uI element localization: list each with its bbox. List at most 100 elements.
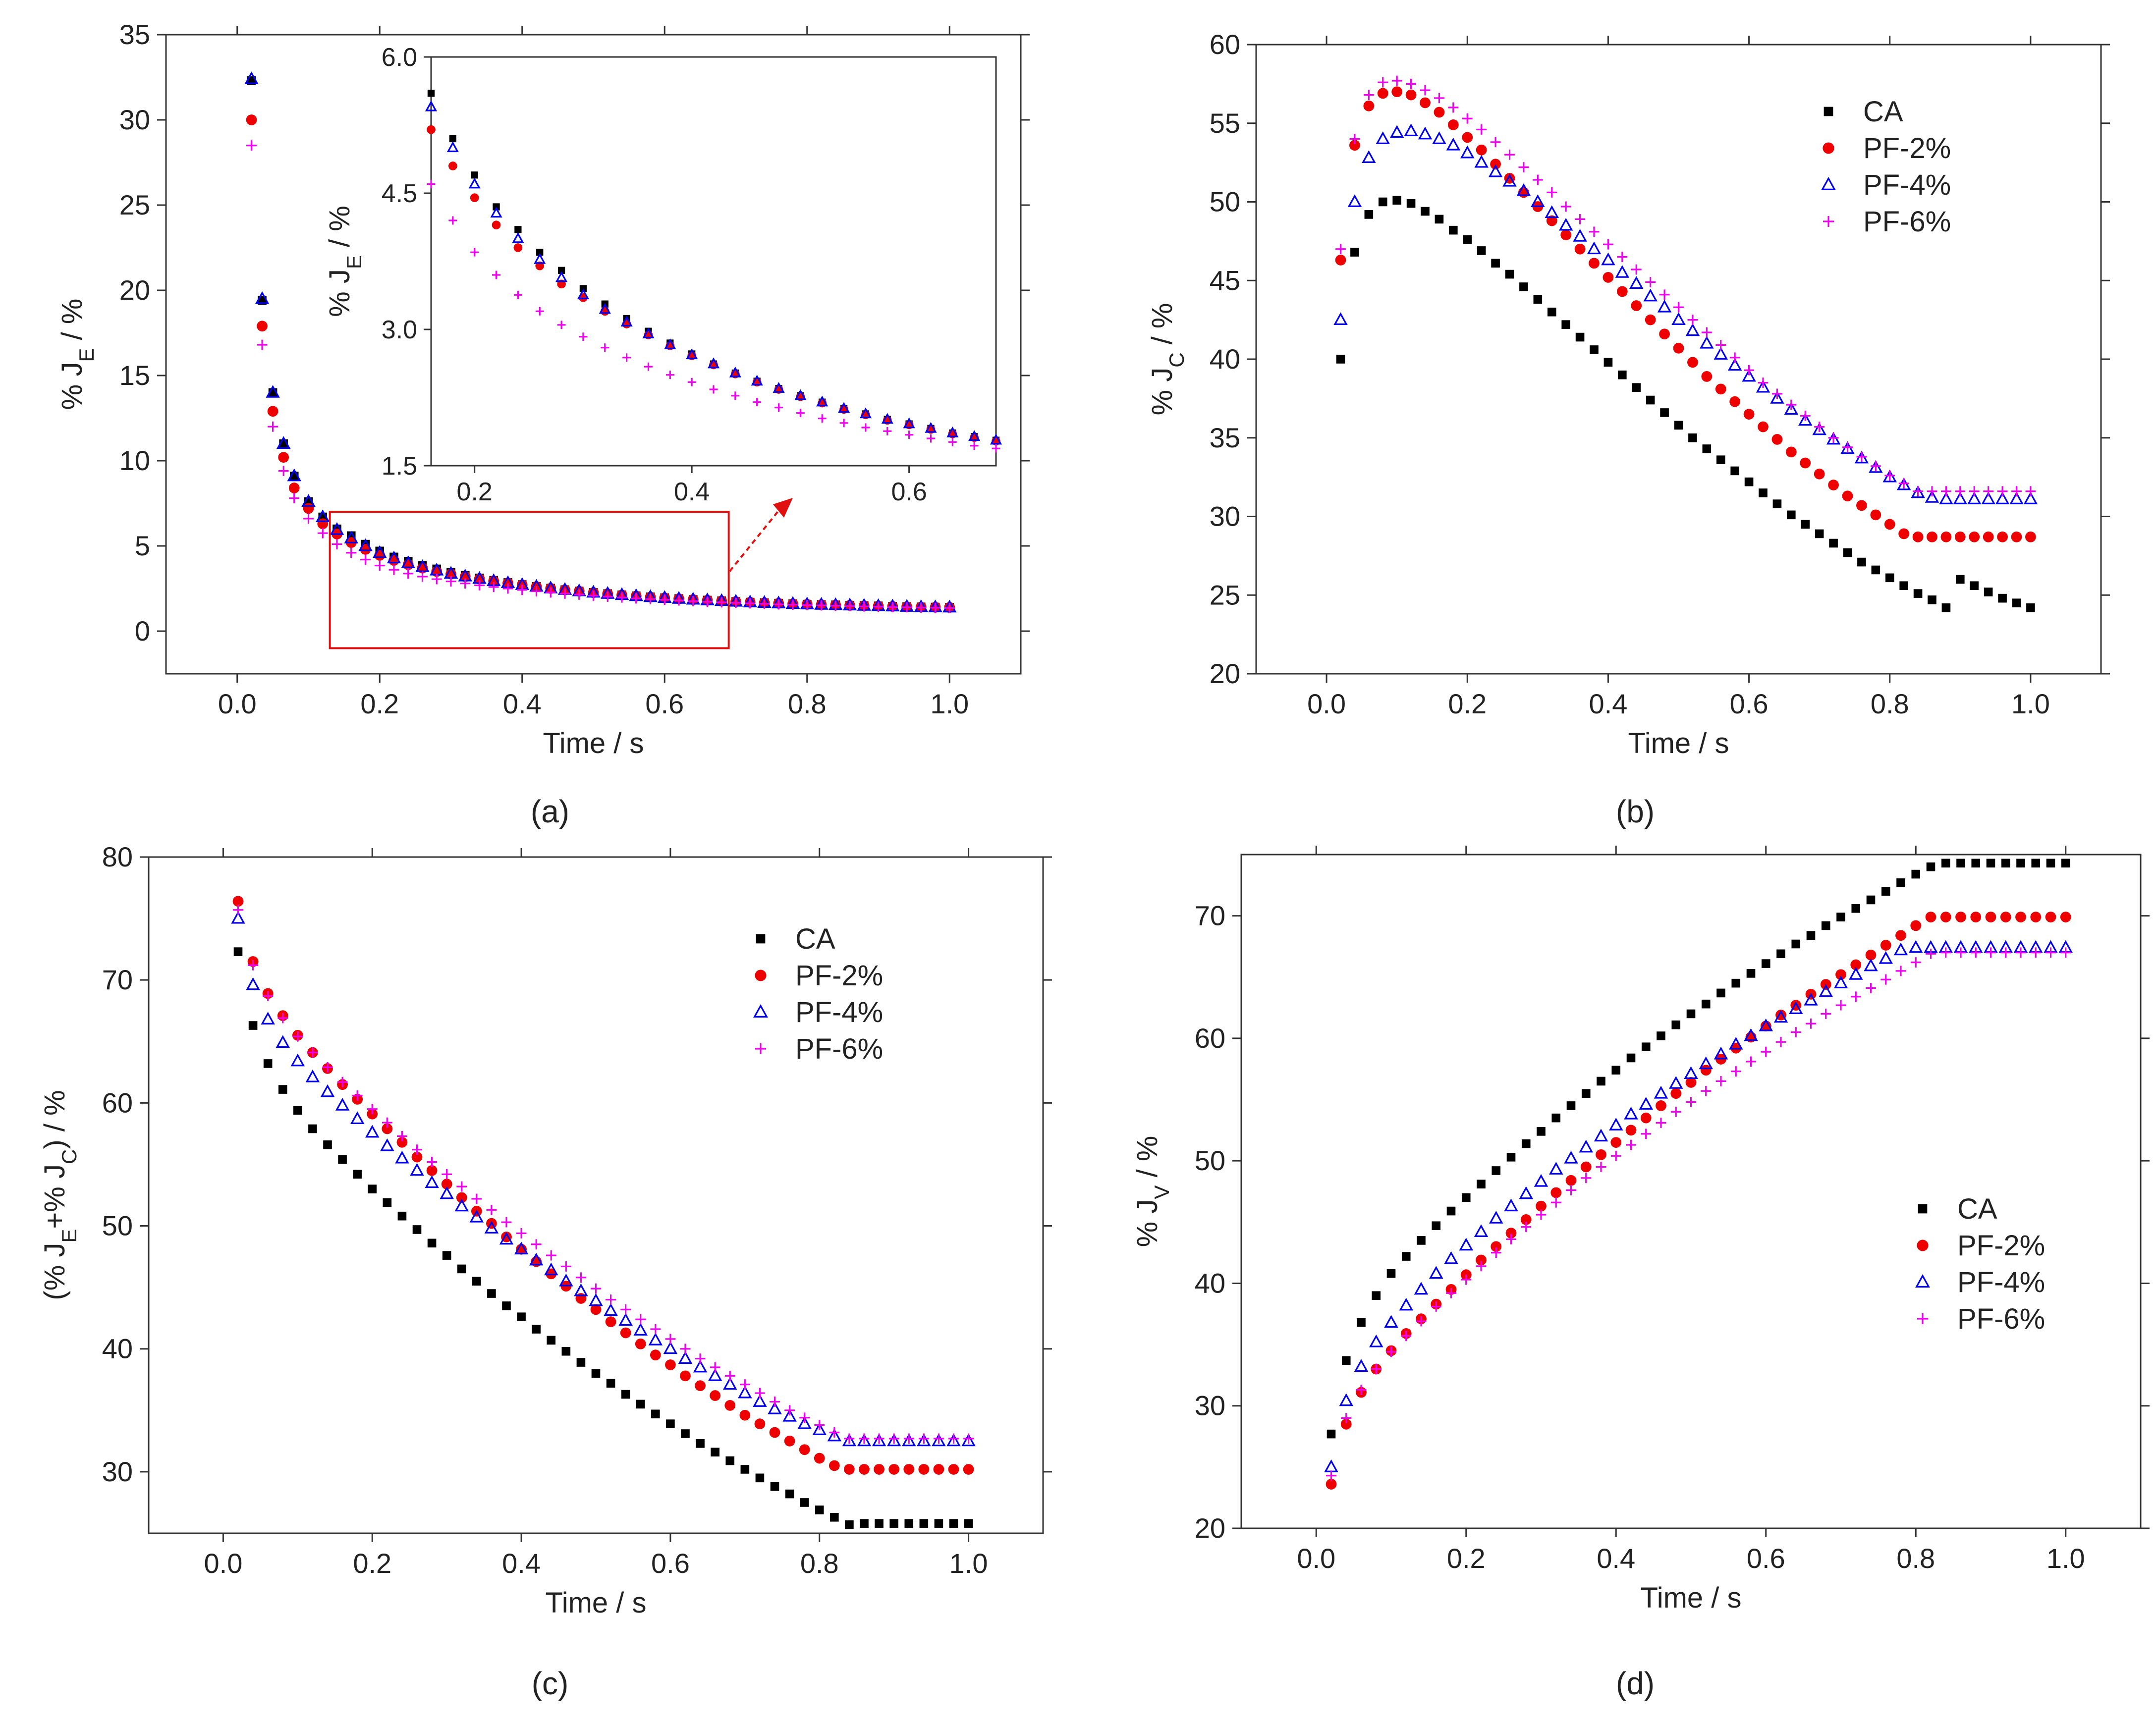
chart-a-inset-point [686, 348, 698, 360]
chart-a-point [267, 406, 278, 417]
chart-c-point [903, 1433, 914, 1444]
chart-c-point [574, 1283, 588, 1296]
chart-b-point [1798, 413, 1813, 426]
chart-b-point [1941, 486, 1951, 497]
chart-b-point [1378, 77, 1388, 88]
chart-a-point [787, 599, 798, 610]
chart-d-legend-label: PF-4% [1957, 1266, 2045, 1298]
chart-b-legend-label: PF-4% [1863, 169, 1951, 201]
chart-d-point [1940, 947, 1951, 958]
chart-d-y-title-tail: / % [1131, 1136, 1163, 1185]
chart-d-point [1879, 951, 1893, 964]
chart-a-point [631, 593, 642, 604]
chart-a-point [276, 436, 291, 449]
chart-c-point [502, 1301, 511, 1310]
chart-a-inset-point [773, 382, 785, 393]
chart-c-point [544, 1262, 558, 1276]
chart-c-point [487, 1289, 496, 1298]
chart-b-point [1927, 486, 1937, 497]
chart-b-point [1474, 155, 1489, 168]
chart-c-point [635, 1338, 646, 1349]
chart-b-point [1828, 432, 1839, 443]
chart-c-point [531, 1239, 542, 1250]
chart-d-series-ca [1327, 859, 2070, 1439]
chart-d-point [2000, 912, 2011, 922]
chart-c-point [827, 1428, 842, 1442]
chart-a-inset-point [925, 422, 937, 433]
chart-b-point [1687, 315, 1698, 325]
chart-b-point [1603, 272, 1614, 283]
chart-b-point [1631, 264, 1642, 275]
chart-b-point [1392, 196, 1401, 205]
chart-c-point [770, 1397, 780, 1407]
chart-a-point [659, 594, 670, 605]
chart-c-point [949, 1519, 958, 1528]
chart-d-point [1429, 1266, 1443, 1279]
chart-c-point [946, 1433, 961, 1447]
chart-a-point [401, 555, 415, 568]
chart-c-point [352, 1090, 363, 1101]
chart-a-point [930, 602, 940, 613]
chart-c-point [576, 1358, 586, 1367]
chart-a-inset-point [753, 398, 762, 407]
chart-b-point [1715, 383, 1726, 395]
chart-c-point [680, 1370, 691, 1382]
chart-b-point [1743, 409, 1755, 420]
chart-d-point [1341, 1413, 1352, 1423]
chart-d-x-tick-label: 0.4 [1597, 1543, 1635, 1574]
chart-c-x-tick-label: 0.0 [204, 1548, 242, 1579]
chart-b-point [1418, 126, 1433, 140]
chart-b-point [1389, 125, 1404, 138]
chart-d-point [1686, 1009, 1696, 1019]
chart-d-point [1985, 912, 1996, 922]
chart-b-point [1954, 531, 1966, 542]
chart-c-point [261, 1012, 275, 1024]
chart-d-point [1564, 1150, 1578, 1164]
chart-c-y-title-part1: (% J [39, 1243, 71, 1300]
chart-c-point [902, 1433, 916, 1447]
chart-a-inset-point [816, 395, 829, 407]
chart-c-y-title-sub1: E [57, 1229, 81, 1243]
chart-b-point [1657, 299, 1672, 313]
chart-b-point [1673, 342, 1684, 354]
chart-b-point [1785, 446, 1797, 458]
chart-d-point [1326, 1479, 1337, 1490]
chart-b-point [1589, 226, 1600, 237]
chart-b-point [1391, 86, 1403, 98]
chart-b-y-title-tail: / % [1146, 303, 1178, 353]
chart-c-point [442, 1169, 452, 1180]
chart-d-point [1671, 1020, 1681, 1029]
chart-c-point [456, 1192, 467, 1203]
chart-d-point [2060, 947, 2071, 958]
chart-d-point [1549, 1162, 1563, 1175]
chart-b-point [1363, 90, 1374, 100]
chart-b-point [1814, 468, 1825, 480]
chart-c-point [532, 1325, 541, 1334]
chart-c-series-ca [233, 947, 973, 1529]
chart-d-point [2015, 947, 2026, 958]
chart-a-inset-point [861, 423, 870, 432]
chart-a-inset-point [513, 243, 523, 252]
chart-c-point [499, 1232, 514, 1245]
chart-a-inset-point [818, 414, 827, 423]
chart-d-point [1849, 967, 1863, 980]
chart-a-inset-y-tick-label: 4.5 [382, 179, 417, 208]
chart-c-point [591, 1369, 601, 1378]
chart-c-point [248, 1021, 258, 1030]
chart-c-legend-marker [753, 1004, 768, 1018]
chart-a-inset-y-title-tail: / % [324, 206, 356, 255]
chart-b-point [1701, 327, 1712, 338]
chart-d-point [1819, 984, 1833, 997]
chart-a-point [816, 600, 827, 611]
chart-c-point [576, 1272, 586, 1283]
chart-b-point [1981, 491, 1995, 504]
chart-d-point [1895, 930, 1906, 941]
chart-d-point [1326, 1470, 1336, 1481]
chart-d-point [1534, 1174, 1548, 1187]
chart-b-point [1953, 491, 1968, 504]
chart-b-point [1476, 124, 1487, 135]
chart-b-point [1800, 457, 1811, 469]
chart-d-point [1476, 1261, 1487, 1272]
chart-a-point [255, 291, 270, 304]
chart-c-point [860, 1519, 869, 1528]
